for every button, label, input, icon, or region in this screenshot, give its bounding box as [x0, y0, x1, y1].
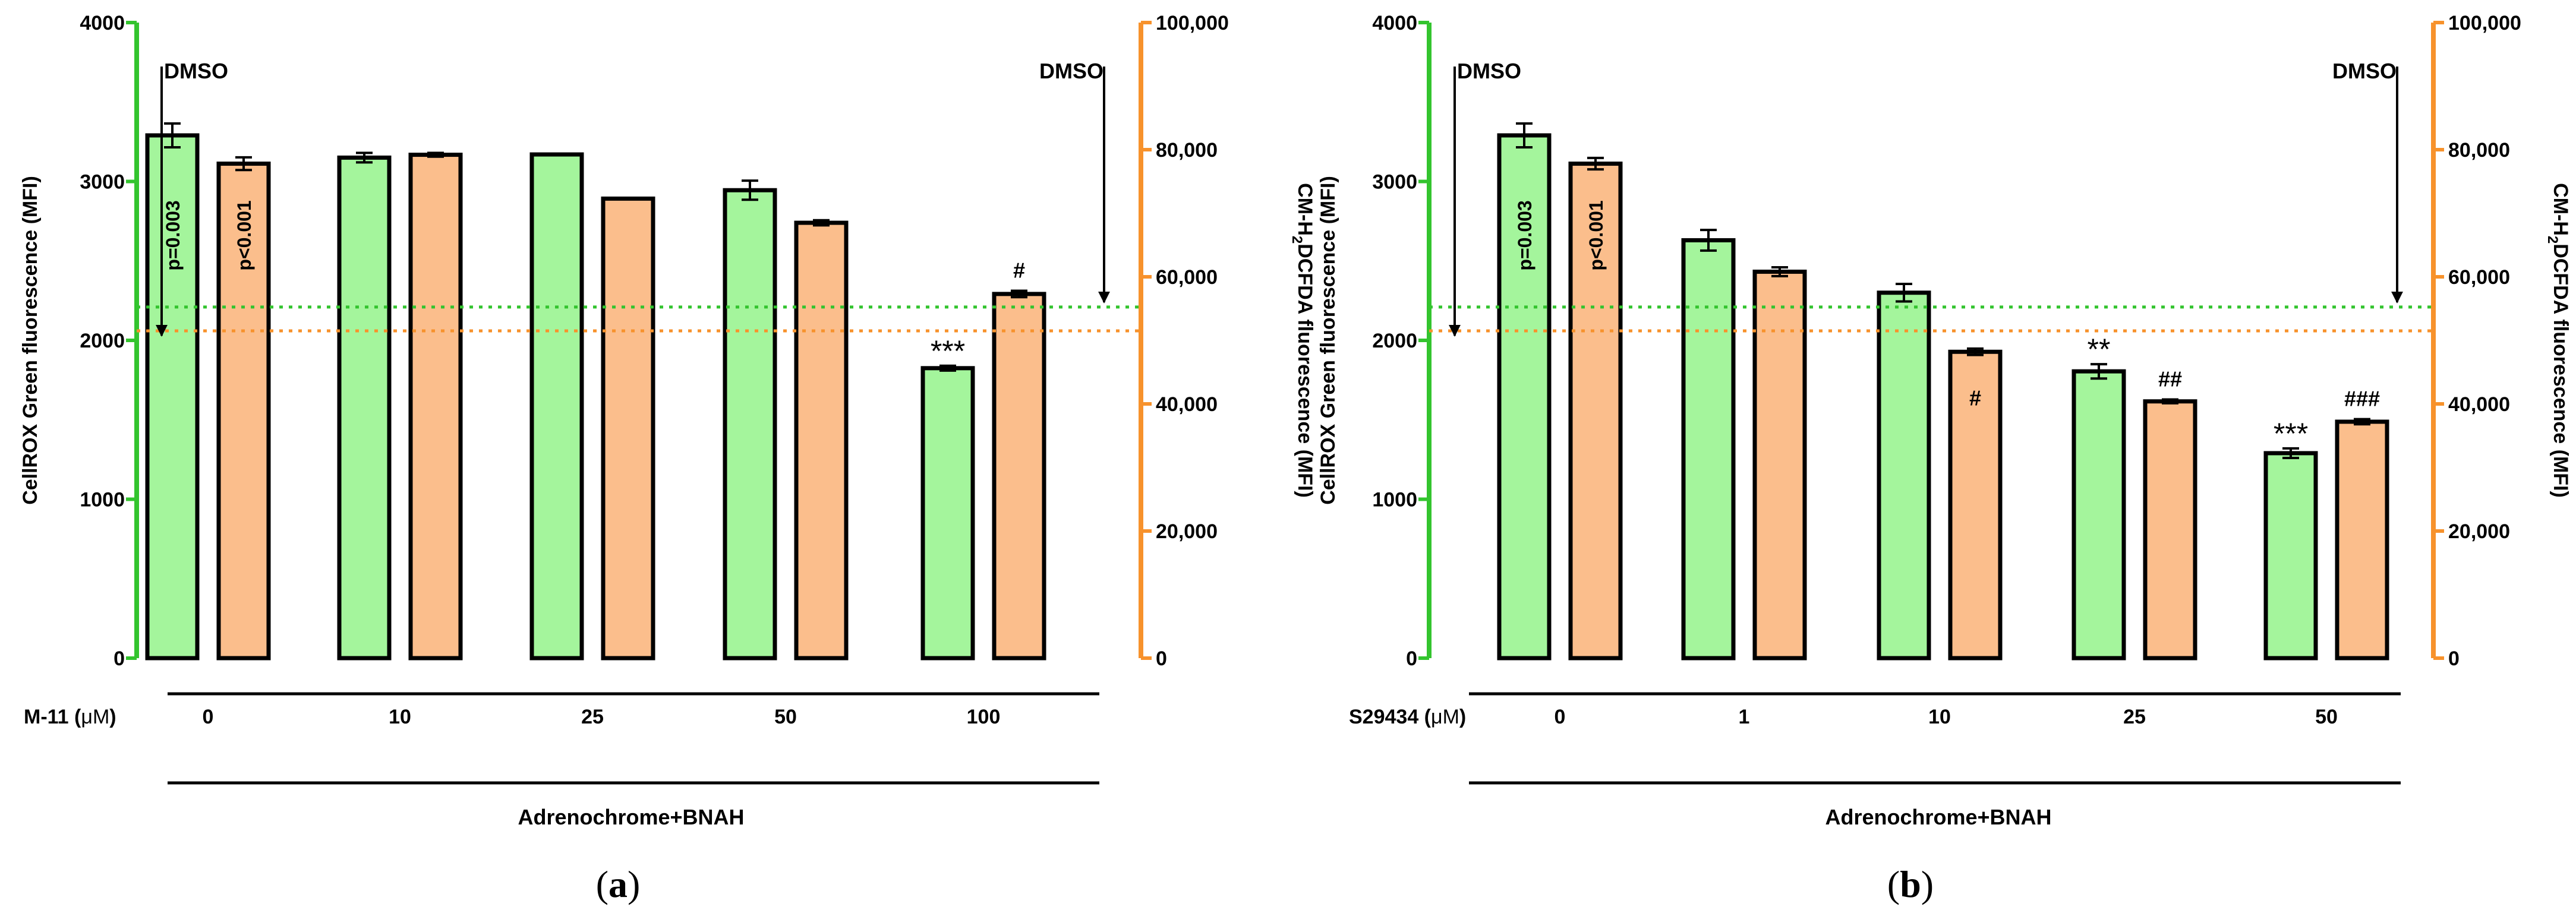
left-tick-label: 2000 — [1372, 330, 1417, 352]
left-axis-title: CellROX Green fluorescence (MFI) — [1317, 176, 1339, 505]
bar-pvalue-text: p<0.001 — [1585, 200, 1607, 270]
x-axis-title: Adrenochrome+BNAH — [1825, 805, 2051, 829]
dmso-label-right: DMSO — [2332, 59, 2397, 83]
right-axis-title-sub: 2 — [1289, 236, 1305, 244]
panel-label: (a) — [596, 863, 641, 905]
category-label: 50 — [774, 706, 797, 728]
significance-annotation: # — [1969, 386, 1981, 410]
green-bar — [337, 155, 392, 661]
panel-label: (b) — [1887, 863, 1934, 905]
green-bar — [1681, 238, 1736, 661]
right-tick-label: 80,000 — [1156, 139, 1218, 162]
orange-bar — [992, 292, 1046, 661]
x-axis-prefix: M-11 (μM) — [24, 706, 116, 728]
category-label: 10 — [1928, 706, 1951, 728]
x-axis-prefix-name: S29434 ( — [1349, 706, 1432, 728]
right-tick-label: 60,000 — [2448, 266, 2510, 289]
right-tick-label: 40,000 — [2448, 393, 2510, 416]
right-axis-title-suffix: DCFDA fluorescence (MFI) — [2549, 244, 2572, 498]
orange-bar — [2335, 419, 2389, 661]
x-axis-prefix-name: M-11 ( — [24, 706, 81, 728]
category-label: 0 — [1555, 706, 1566, 728]
left-tick-label: 2000 — [80, 330, 125, 352]
chart-panel-b: 0 1000 2000 3000 4000 0 20,000 40,000 60,000 80,0… — [1317, 12, 2572, 905]
orange-bar — [1752, 269, 1807, 661]
right-axis-title: CM-H2DCFDA fluorescence (MFI) — [1289, 183, 1316, 498]
orange-bar — [794, 220, 849, 661]
category-label: 25 — [581, 706, 604, 728]
category-label: 50 — [2315, 706, 2338, 728]
x-axis-unit: μM — [81, 706, 109, 728]
right-axis-title-prefix: CM-H — [1294, 183, 1316, 236]
right-tick-label: 0 — [2448, 647, 2460, 670]
right-axis-title-sub: 2 — [2545, 236, 2561, 244]
green-bar — [2071, 369, 2126, 661]
green-bar — [529, 152, 584, 661]
category-label: 25 — [2123, 706, 2146, 728]
left-tick-label: 4000 — [1372, 12, 1417, 34]
x-axis-suffix: ) — [109, 706, 116, 728]
right-tick-label: 80,000 — [2448, 139, 2510, 162]
category-label: 1 — [1739, 706, 1750, 728]
x-axis-title: Adrenochrome+BNAH — [518, 805, 744, 829]
left-tick-label: 0 — [113, 647, 125, 670]
right-axis-title: CM-H2DCFDA fluorescence (MFI) — [2545, 183, 2572, 498]
left-tick-label: 1000 — [1372, 489, 1417, 511]
panel-label-close: ) — [628, 863, 640, 905]
x-axis-unit: μM — [1431, 706, 1459, 728]
panel-label-letter: b — [1900, 863, 1921, 905]
green-bar — [145, 133, 200, 661]
green-bar — [2263, 451, 2318, 661]
right-tick-label: 20,000 — [2448, 520, 2510, 543]
significance-annotation: ### — [2344, 387, 2380, 411]
green-bar — [920, 366, 975, 661]
right-axis-title-prefix: CM-H — [2549, 183, 2572, 236]
significance-annotation: *** — [2274, 417, 2308, 450]
left-axis-title: CellROX Green fluorescence (MFI) — [19, 176, 42, 505]
category-label: 0 — [203, 706, 214, 728]
significance-annotation: # — [1013, 258, 1025, 283]
dmso-label-left: DMSO — [164, 59, 228, 83]
orange-bar — [601, 196, 655, 661]
green-bar — [1497, 133, 1552, 661]
green-bar — [723, 188, 777, 661]
right-tick-label: 60,000 — [1156, 266, 1218, 289]
panel-label-letter: a — [608, 863, 628, 905]
significance-annotation: *** — [931, 334, 965, 368]
right-tick-label: 100,000 — [2448, 12, 2521, 34]
significance-annotation: ## — [2158, 367, 2182, 391]
right-tick-label: 0 — [1156, 647, 1167, 670]
panel-label-close: ) — [1921, 863, 1934, 905]
panel-label-open: ( — [1887, 863, 1900, 905]
right-tick-label: 40,000 — [1156, 393, 1218, 416]
x-axis-prefix: S29434 (μM) — [1349, 706, 1466, 728]
left-tick-label: 3000 — [1372, 171, 1417, 194]
left-tick-label: 0 — [1406, 647, 1417, 670]
chart-panel-a: 01000200030004000020,00040,00060,00080,0… — [19, 12, 1316, 905]
right-tick-label: 20,000 — [1156, 520, 1218, 543]
right-tick-label: 100,000 — [1156, 12, 1229, 34]
x-axis-suffix: ) — [1459, 706, 1466, 728]
bar-pvalue-text: p=0.003 — [1514, 200, 1535, 270]
category-label: 10 — [389, 706, 411, 728]
significance-annotation: ** — [2088, 333, 2111, 366]
left-tick-label: 1000 — [80, 489, 125, 511]
right-axis-title-suffix: DCFDA fluorescence (MFI) — [1294, 244, 1316, 498]
bar-pvalue-text: p=0.003 — [162, 200, 184, 270]
orange-bar — [408, 153, 463, 661]
left-tick-label: 3000 — [80, 171, 125, 194]
green-bar — [1877, 290, 1931, 661]
bar-pvalue-text: p<0.001 — [234, 200, 255, 270]
dmso-label-right: DMSO — [1039, 59, 1103, 83]
left-tick-label: 4000 — [80, 12, 125, 34]
dmso-label-left: DMSO — [1457, 59, 1521, 83]
orange-bar — [1948, 349, 2003, 661]
category-label: 100 — [967, 706, 1001, 728]
panel-label-open: ( — [596, 863, 608, 905]
orange-bar — [2143, 399, 2197, 661]
